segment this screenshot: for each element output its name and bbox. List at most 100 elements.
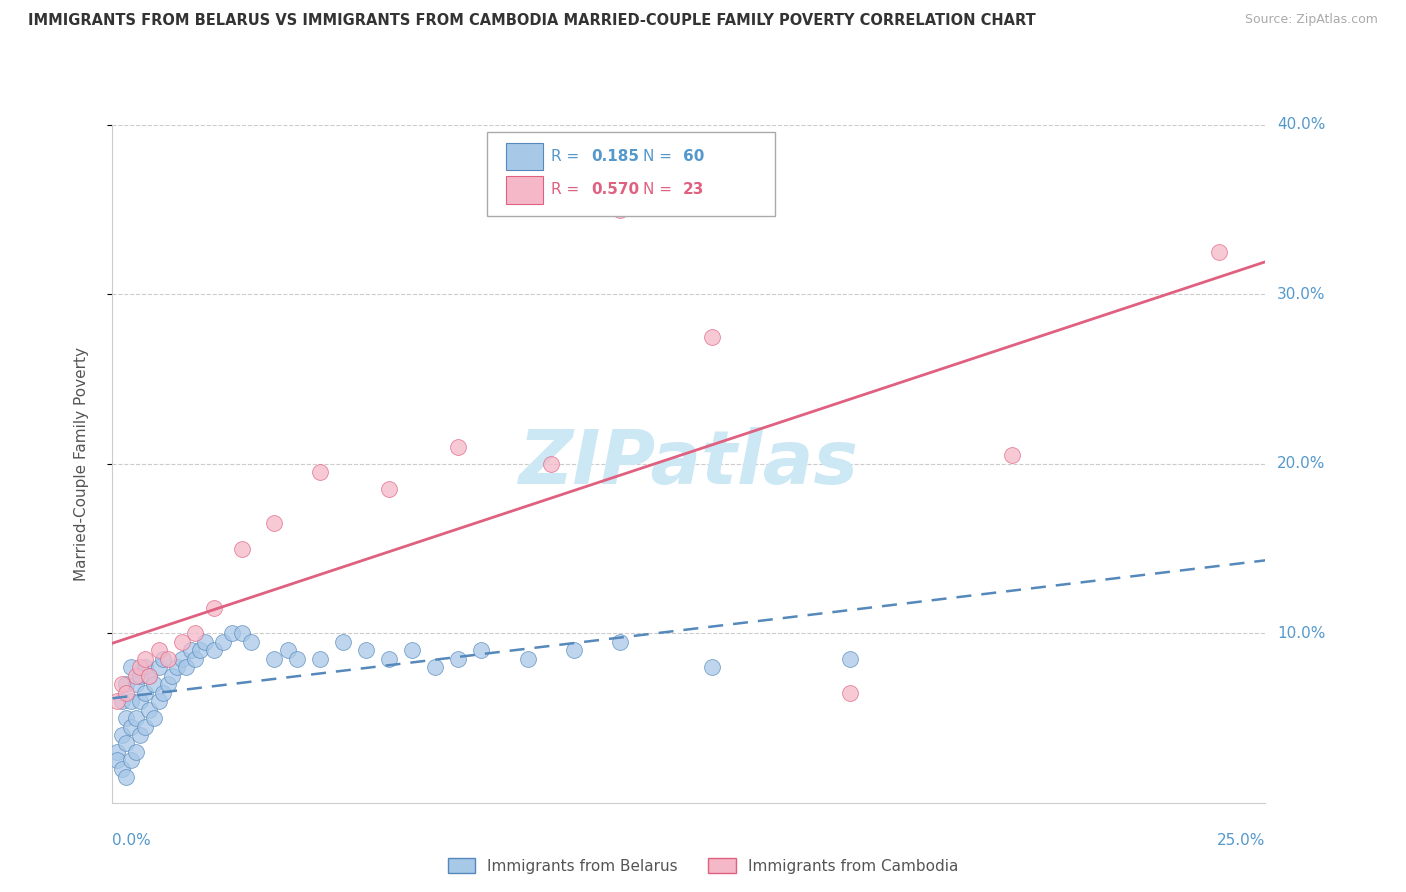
Point	[609, 202, 631, 217]
Point	[115, 711, 138, 725]
Point	[129, 660, 152, 674]
Point	[277, 643, 299, 657]
Point	[138, 669, 160, 683]
Point	[309, 651, 332, 665]
Point	[540, 457, 562, 471]
Point	[120, 694, 142, 708]
Point	[447, 651, 470, 665]
Point	[184, 651, 207, 665]
Point	[425, 660, 447, 674]
FancyBboxPatch shape	[486, 132, 776, 217]
Point	[115, 685, 138, 699]
Point	[115, 737, 138, 751]
Text: 60: 60	[683, 149, 704, 163]
Point	[170, 651, 193, 665]
Text: ZIPatlas: ZIPatlas	[519, 427, 859, 500]
Point	[378, 482, 401, 496]
Point	[143, 711, 166, 725]
Text: 40.0%: 40.0%	[1277, 118, 1326, 132]
Point	[148, 660, 170, 674]
Text: N =: N =	[643, 149, 676, 163]
Point	[111, 762, 134, 776]
Text: 30.0%: 30.0%	[1277, 287, 1326, 301]
Point	[111, 694, 134, 708]
Point	[115, 677, 138, 691]
Point	[129, 728, 152, 742]
Text: Source: ZipAtlas.com: Source: ZipAtlas.com	[1244, 13, 1378, 27]
Point	[378, 651, 401, 665]
Point	[700, 329, 723, 343]
Point	[470, 643, 492, 657]
Point	[105, 694, 128, 708]
Point	[1001, 449, 1024, 463]
Point	[231, 626, 253, 640]
FancyBboxPatch shape	[506, 177, 543, 203]
Point	[124, 677, 146, 691]
Point	[134, 685, 156, 699]
Point	[120, 719, 142, 733]
Point	[285, 651, 308, 665]
Point	[202, 643, 225, 657]
Point	[143, 677, 166, 691]
Point	[239, 635, 262, 649]
Point	[111, 728, 134, 742]
Point	[124, 711, 146, 725]
Text: R =: R =	[551, 149, 583, 163]
Point	[562, 643, 585, 657]
Point	[134, 660, 156, 674]
Text: 0.570: 0.570	[591, 183, 640, 197]
Point	[124, 745, 146, 759]
Text: 23: 23	[683, 183, 704, 197]
Point	[152, 685, 174, 699]
Point	[263, 516, 285, 530]
Point	[221, 626, 243, 640]
Point	[354, 643, 377, 657]
Point	[401, 643, 423, 657]
Point	[180, 643, 202, 657]
Point	[839, 651, 862, 665]
Point	[124, 669, 146, 683]
Text: 20.0%: 20.0%	[1277, 457, 1326, 471]
Point	[148, 643, 170, 657]
Point	[120, 753, 142, 767]
Point	[138, 703, 160, 717]
Point	[194, 635, 217, 649]
Point	[212, 635, 235, 649]
Y-axis label: Married-Couple Family Poverty: Married-Couple Family Poverty	[75, 347, 89, 581]
Point	[111, 677, 134, 691]
Point	[152, 651, 174, 665]
Point	[447, 440, 470, 454]
Text: R =: R =	[551, 183, 583, 197]
Point	[105, 745, 128, 759]
Text: 25.0%: 25.0%	[1218, 833, 1265, 848]
Point	[231, 541, 253, 556]
Point	[134, 651, 156, 665]
Point	[148, 694, 170, 708]
Text: N =: N =	[643, 183, 676, 197]
Point	[839, 685, 862, 699]
Point	[105, 753, 128, 767]
Text: 0.185: 0.185	[591, 149, 638, 163]
Point	[202, 601, 225, 615]
Point	[166, 660, 188, 674]
Point	[609, 635, 631, 649]
Point	[120, 660, 142, 674]
Point	[700, 660, 723, 674]
Legend: Immigrants from Belarus, Immigrants from Cambodia: Immigrants from Belarus, Immigrants from…	[441, 852, 965, 880]
Text: IMMIGRANTS FROM BELARUS VS IMMIGRANTS FROM CAMBODIA MARRIED-COUPLE FAMILY POVERT: IMMIGRANTS FROM BELARUS VS IMMIGRANTS FR…	[28, 13, 1036, 29]
Text: 10.0%: 10.0%	[1277, 626, 1326, 640]
Point	[138, 669, 160, 683]
FancyBboxPatch shape	[506, 143, 543, 169]
Point	[188, 643, 211, 657]
Point	[1208, 244, 1230, 259]
Point	[134, 719, 156, 733]
Point	[332, 635, 354, 649]
Point	[156, 677, 179, 691]
Point	[309, 466, 332, 480]
Point	[184, 626, 207, 640]
Point	[115, 770, 138, 785]
Point	[156, 651, 179, 665]
Point	[129, 694, 152, 708]
Point	[162, 669, 184, 683]
Point	[170, 635, 193, 649]
